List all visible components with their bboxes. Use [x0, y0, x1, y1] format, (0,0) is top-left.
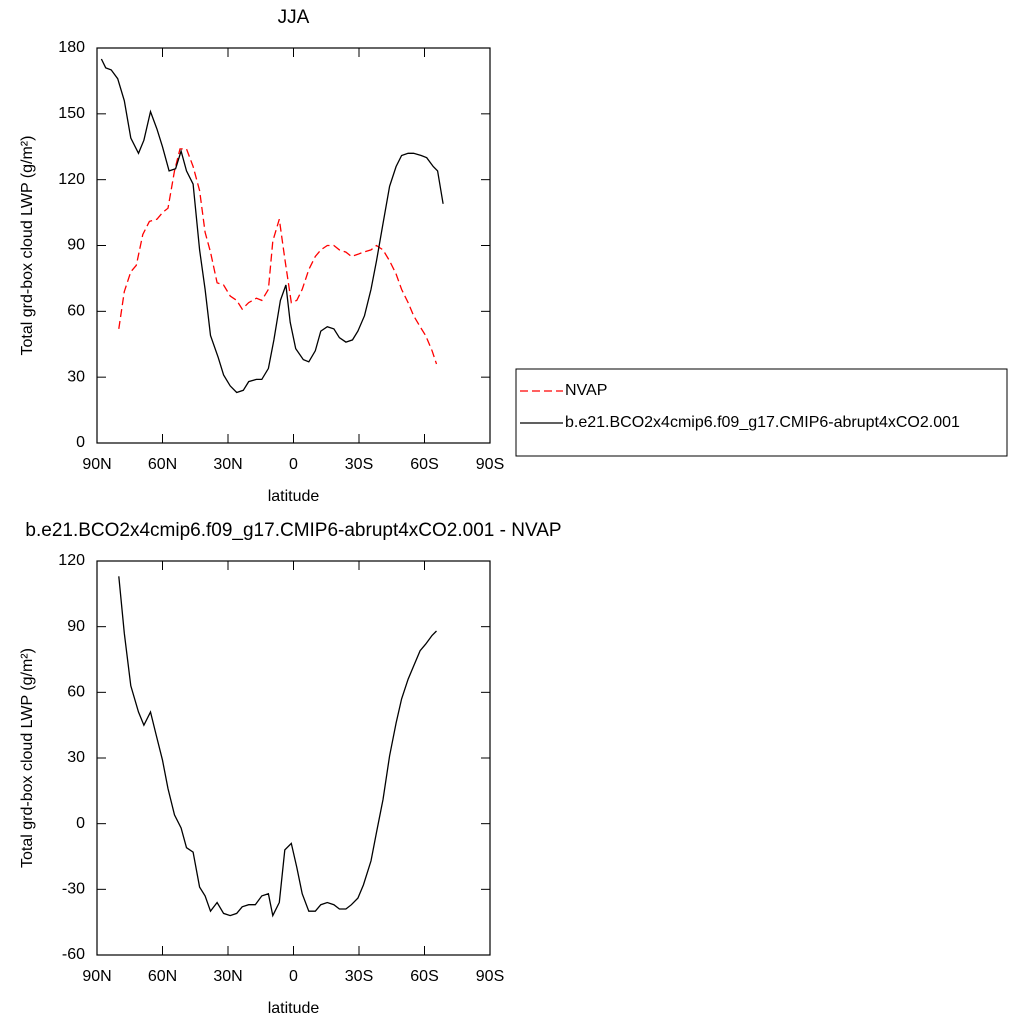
y-tick-label: 150 [58, 105, 85, 122]
y-tick-label: 180 [58, 39, 85, 56]
x-tick-label: 60S [410, 456, 438, 473]
y-tick-label: 120 [58, 171, 85, 188]
y-tick-label: 30 [67, 749, 85, 766]
y-tick-label: 90 [67, 618, 85, 635]
y-tick-label: 60 [67, 303, 85, 320]
y-tick-label: 90 [67, 237, 85, 254]
y-tick-label: -60 [62, 946, 85, 963]
y-axis-label: Total grd-box cloud LWP (g/m²) [19, 136, 36, 356]
legend-label: NVAP [565, 382, 607, 399]
y-axis-label: Total grd-box cloud LWP (g/m²) [19, 648, 36, 868]
plot-frame [96, 560, 491, 956]
data-line [118, 576, 437, 918]
x-tick-label: 60N [148, 456, 177, 473]
legend-box [515, 368, 1008, 457]
x-tick-label: 60N [148, 968, 177, 985]
x-axis-label: latitude [268, 488, 320, 505]
data-line [100, 58, 444, 394]
y-tick-label: 30 [67, 368, 85, 385]
x-tick-label: 90N [82, 968, 111, 985]
y-tick-label: 0 [76, 815, 85, 832]
x-tick-label: 30N [213, 456, 242, 473]
y-tick-label: 120 [58, 552, 85, 569]
y-tick-label: 60 [67, 684, 85, 701]
legend-label: b.e21.BCO2x4cmip6.f09_g17.CMIP6-abrupt4x… [565, 414, 960, 431]
x-tick-label: 90N [82, 456, 111, 473]
chart-title: JJA [278, 7, 310, 28]
x-tick-label: 90S [476, 968, 504, 985]
x-axis-label: latitude [268, 1000, 320, 1017]
plot-frame [96, 47, 491, 444]
x-tick-label: 30N [213, 968, 242, 985]
x-tick-label: 60S [410, 968, 438, 985]
x-tick-label: 0 [289, 456, 298, 473]
y-tick-label: -30 [62, 881, 85, 898]
x-tick-label: 0 [289, 968, 298, 985]
chart-title: b.e21.BCO2x4cmip6.f09_g17.CMIP6-abrupt4x… [25, 520, 561, 541]
x-tick-label: 30S [345, 968, 373, 985]
x-tick-label: 90S [476, 456, 504, 473]
data-line [118, 148, 438, 365]
y-tick-label: 0 [76, 434, 85, 451]
x-tick-label: 30S [345, 456, 373, 473]
